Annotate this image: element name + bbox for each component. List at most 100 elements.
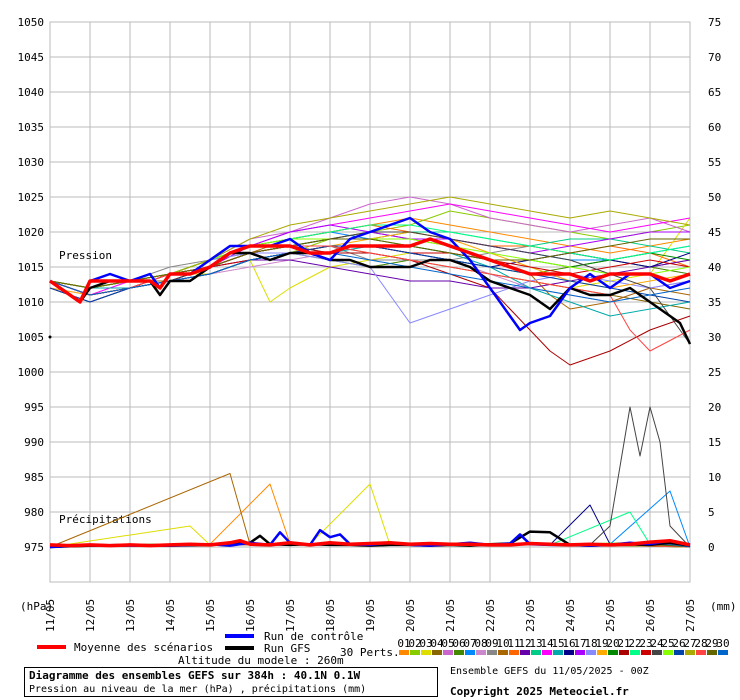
legend-pert-swatch <box>619 650 629 655</box>
x-tick-label: 24/05 <box>564 599 577 632</box>
left-tick-label: 1040 <box>18 86 45 99</box>
left-tick-label: 990 <box>24 436 44 449</box>
right-tick-label: 65 <box>708 86 721 99</box>
legend-mean-label: Moyenne des scénarios <box>74 641 213 654</box>
chart-info-box: Diagramme des ensembles GEFS sur 384h : … <box>24 667 438 697</box>
right-tick-label: 0 <box>708 541 715 554</box>
x-tick-label: 18/05 <box>324 599 337 632</box>
legend-pert-number: 06 <box>452 637 465 650</box>
legend-pert-swatch <box>630 650 640 655</box>
legend-pert-number: 22 <box>628 637 641 650</box>
legend-pert-number: 29 <box>705 637 718 650</box>
x-tick-label: 16/05 <box>244 599 257 632</box>
legend-pert-number: 17 <box>573 637 586 650</box>
pressure-annotation: Pression <box>59 249 112 262</box>
x-tick-label: 12/05 <box>84 599 97 632</box>
marker-dot <box>48 335 52 339</box>
right-axis-label: (mm) <box>710 600 737 613</box>
legend-pert-number: 12 <box>518 637 531 650</box>
legend-pert-number: 26 <box>672 637 685 650</box>
right-tick-label: 5 <box>708 506 715 519</box>
x-tick-label: 26/05 <box>644 599 657 632</box>
legend-pert-number: 01 <box>397 637 410 650</box>
left-tick-label: 995 <box>24 401 44 414</box>
right-tick-label: 40 <box>708 261 721 274</box>
pert-28-pressure-line <box>49 245 691 352</box>
legend-pert-swatch <box>454 650 464 655</box>
legend-pert-swatch <box>498 650 508 655</box>
legend-pert-number: 30 <box>716 637 729 650</box>
legend-pert-swatch <box>487 650 497 655</box>
legend-pert-swatch <box>531 650 541 655</box>
left-tick-label: 1050 <box>18 16 45 29</box>
left-tick-label: 980 <box>24 506 44 519</box>
right-tick-label: 35 <box>708 296 721 309</box>
legend-pert-number: 10 <box>496 637 509 650</box>
right-tick-label: 55 <box>708 156 721 169</box>
legend-pert-swatch <box>696 650 706 655</box>
right-tick-label: 15 <box>708 436 721 449</box>
legend-pert-swatch <box>520 650 530 655</box>
legend-pert-swatch <box>476 650 486 655</box>
x-tick-label: 23/05 <box>524 599 537 632</box>
left-axis-label: (hPa) <box>20 600 53 613</box>
legend-pert-swatch <box>443 650 453 655</box>
legend-perts-label: 30 Perts. <box>340 646 400 659</box>
right-tick-label: 45 <box>708 226 721 239</box>
legend-pert-number: 09 <box>485 637 498 650</box>
legend-pert-swatch <box>674 650 684 655</box>
left-tick-label: 1020 <box>18 226 45 239</box>
legend-pert-swatch <box>707 650 717 655</box>
legend-pert-swatch <box>509 650 519 655</box>
legend-pert-swatch <box>652 650 662 655</box>
left-tick-label: 1030 <box>18 156 45 169</box>
x-tick-label: 14/05 <box>164 599 177 632</box>
left-tick-label: 1025 <box>18 191 45 204</box>
legend-pert-number: 28 <box>694 637 707 650</box>
left-tick-label: 985 <box>24 471 44 484</box>
legend-pert-number: 02 <box>408 637 421 650</box>
chart-title: Diagramme des ensembles GEFS sur 384h : … <box>29 669 361 682</box>
right-tick-label: 75 <box>708 16 721 29</box>
x-tick-label: 21/05 <box>444 599 457 632</box>
legend-pert-number: 05 <box>441 637 454 650</box>
legend-pert-swatch <box>432 650 442 655</box>
legend-pert-number: 03 <box>419 637 432 650</box>
legend-pert-number: 24 <box>650 637 664 650</box>
x-tick-label: 20/05 <box>404 599 417 632</box>
legend-pert-number: 14 <box>540 637 554 650</box>
legend-control-label: Run de contrôle <box>264 630 363 643</box>
x-tick-label: 11/05 <box>44 599 57 632</box>
legend-pert-number: 13 <box>529 637 542 650</box>
legend-pert-swatch <box>608 650 618 655</box>
legend-pert-swatch <box>586 650 596 655</box>
chart-subtitle: Pression au niveau de la mer (hPa) , pré… <box>29 684 367 695</box>
right-tick-label: 25 <box>708 366 721 379</box>
legend-pert-number: 04 <box>430 637 444 650</box>
left-tick-label: 1015 <box>18 261 45 274</box>
legend-pert-swatch <box>718 650 728 655</box>
pert-29-pressure-line <box>49 238 690 289</box>
legend-pert-number: 15 <box>551 637 564 650</box>
legend-pert-swatch <box>641 650 651 655</box>
legend-pert-swatch <box>553 650 563 655</box>
left-tick-label: 975 <box>24 541 44 554</box>
right-tick-label: 70 <box>708 51 721 64</box>
x-tick-label: 22/05 <box>484 599 497 632</box>
x-tick-label: 17/05 <box>284 599 297 632</box>
legend-pert-swatch <box>542 650 552 655</box>
mean-precip-line <box>49 538 691 548</box>
left-tick-label: 1000 <box>18 366 45 379</box>
legend-pert-number: 19 <box>595 637 608 650</box>
legend-pert-swatch <box>399 650 409 655</box>
left-tick-label: 1035 <box>18 121 45 134</box>
legend-pert-number: 25 <box>661 637 674 650</box>
left-tick-label: 1045 <box>18 51 45 64</box>
legend-pert-swatch <box>663 650 673 655</box>
legend-pert-swatch <box>685 650 695 655</box>
right-tick-label: 20 <box>708 401 721 414</box>
left-tick-label: 1010 <box>18 296 45 309</box>
control-pressure-line <box>49 216 691 332</box>
legend-pert-swatch <box>410 650 420 655</box>
legend-pert-number: 21 <box>617 637 630 650</box>
